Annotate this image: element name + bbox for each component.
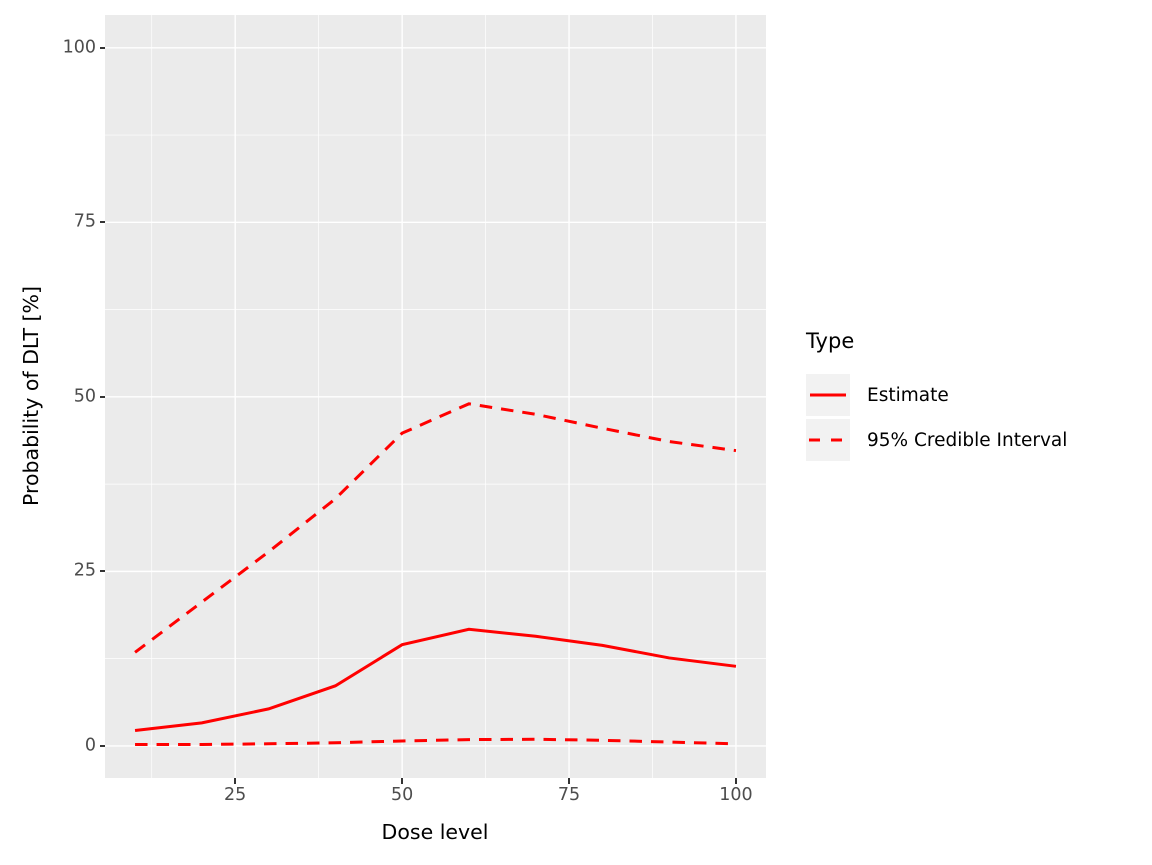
legend-key-solid-line-icon bbox=[806, 374, 850, 416]
y-tick-mark bbox=[99, 570, 105, 573]
series-line-dashed-1 bbox=[134, 402, 737, 654]
y-tick-label: 50 bbox=[73, 386, 96, 407]
x-tick-mark bbox=[401, 778, 404, 784]
y-tick-label: 0 bbox=[84, 735, 96, 756]
x-tick-label: 75 bbox=[557, 785, 581, 805]
legend-title: Type bbox=[806, 329, 855, 353]
y-tick-mark bbox=[99, 744, 105, 747]
legend-item-label: 95% Credible Interval bbox=[867, 429, 1068, 451]
y-tick-mark bbox=[99, 221, 105, 224]
legend-item-estimate: Estimate bbox=[806, 374, 949, 416]
series-line-dashed-2 bbox=[135, 737, 736, 746]
x-tick-label: 50 bbox=[390, 785, 414, 805]
legend-item-credible-interval: 95% Credible Interval bbox=[806, 419, 1067, 461]
x-axis-title: Dose level bbox=[381, 820, 489, 844]
x-tick-label: 100 bbox=[719, 785, 753, 805]
y-tick-mark bbox=[99, 395, 105, 398]
x-tick-mark bbox=[734, 778, 737, 784]
legend-item-label: Estimate bbox=[867, 384, 949, 406]
x-tick-mark bbox=[568, 778, 571, 784]
x-tick-mark bbox=[234, 778, 237, 784]
y-tick-label: 75 bbox=[73, 211, 96, 232]
x-tick-label: 25 bbox=[224, 785, 247, 805]
series-line-solid-0 bbox=[134, 627, 737, 733]
y-axis-title: Probability of DLT [%] bbox=[19, 285, 43, 507]
legend: Type Estimate 95% Credible Interval bbox=[806, 329, 1067, 461]
y-tick-label: 25 bbox=[73, 560, 96, 581]
plot-canvas bbox=[105, 15, 766, 778]
legend-key-dashed-line-icon bbox=[806, 419, 850, 461]
plot-panel bbox=[105, 15, 766, 778]
y-tick-mark bbox=[99, 46, 105, 49]
y-tick-label: 100 bbox=[62, 37, 96, 58]
